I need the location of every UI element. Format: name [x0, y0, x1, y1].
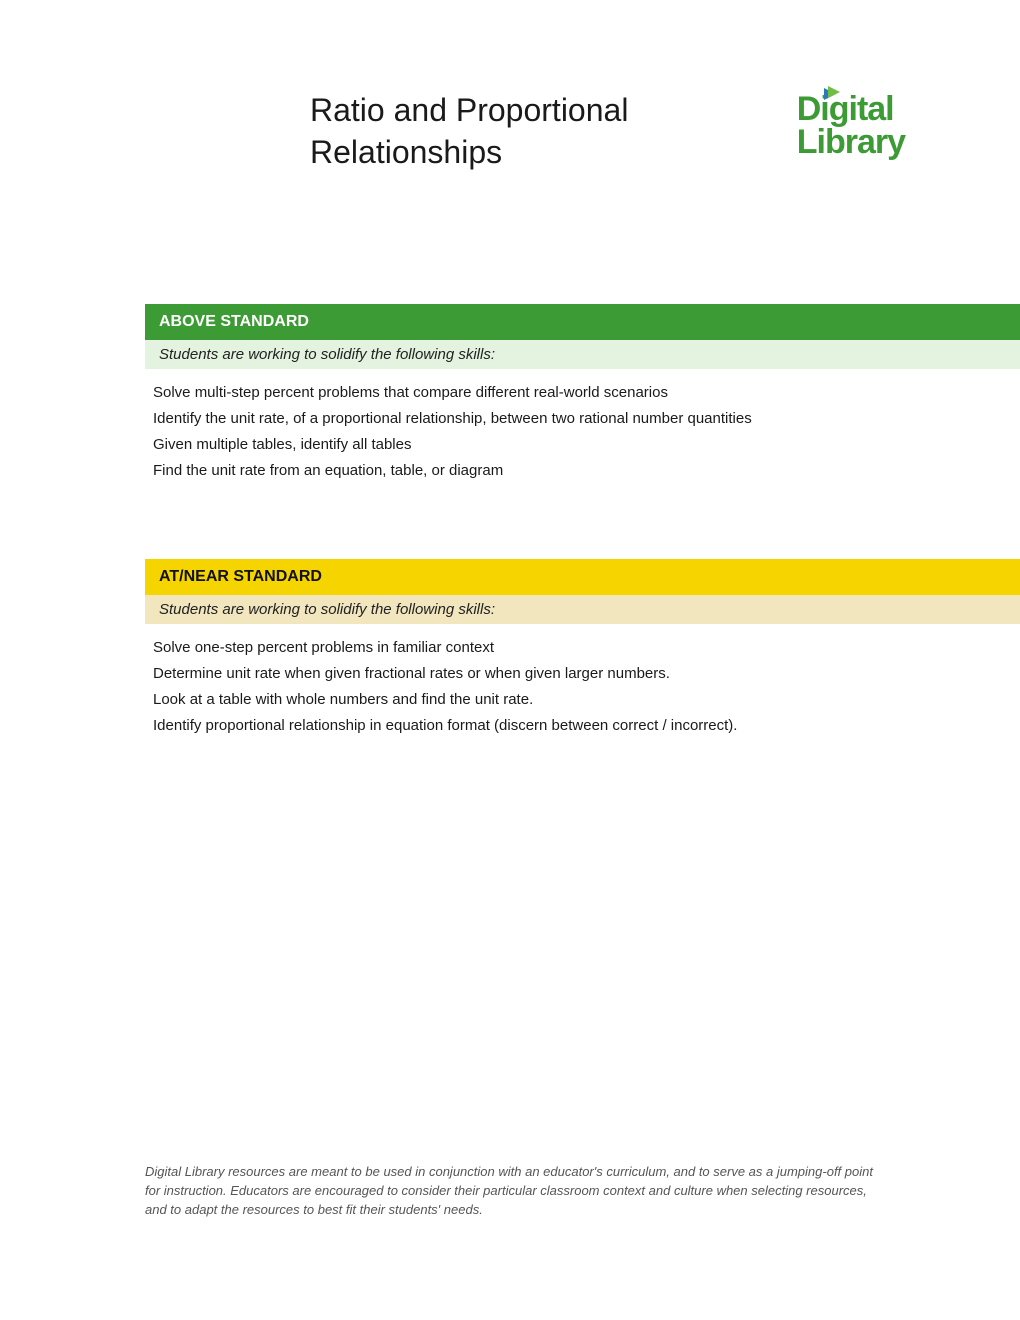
skill-item: Determine unit rate when given fractiona…	[153, 662, 1000, 686]
above-standard-skills: Solve multi-step percent problems that c…	[145, 369, 1020, 483]
skill-item: Given multiple tables, identify all tabl…	[153, 433, 1000, 457]
footer-note: Digital Library resources are meant to b…	[145, 1163, 885, 1220]
logo-arrow-icon	[824, 86, 842, 102]
skill-item: Look at a table with whole numbers and f…	[153, 688, 1000, 712]
above-standard-subhead: Students are working to solidify the fol…	[145, 340, 1020, 369]
header: Ratio and Proportional Relationships Dig…	[310, 90, 960, 173]
skill-item: Identify the unit rate, of a proportiona…	[153, 407, 1000, 431]
page-title: Ratio and Proportional Relationships	[310, 90, 710, 173]
logo-line-1: Digital	[797, 90, 894, 129]
above-standard-header: ABOVE STANDARD	[145, 304, 1020, 340]
skill-item: Identify proportional relationship in eq…	[153, 714, 1000, 738]
skill-item: Solve one-step percent problems in famil…	[153, 636, 1000, 660]
above-standard-section: ABOVE STANDARD Students are working to s…	[145, 304, 1020, 485]
atnear-standard-subhead: Students are working to solidify the fol…	[145, 595, 1020, 624]
skill-item: Solve multi-step percent problems that c…	[153, 381, 1000, 405]
atnear-standard-skills: Solve one-step percent problems in famil…	[145, 624, 1020, 738]
digital-library-logo: Digital Library	[797, 90, 905, 162]
atnear-standard-header: AT/NEAR STANDARD	[145, 559, 1020, 595]
atnear-standard-section: AT/NEAR STANDARD Students are working to…	[145, 559, 1020, 740]
skill-item: Find the unit rate from an equation, tab…	[153, 459, 1000, 483]
